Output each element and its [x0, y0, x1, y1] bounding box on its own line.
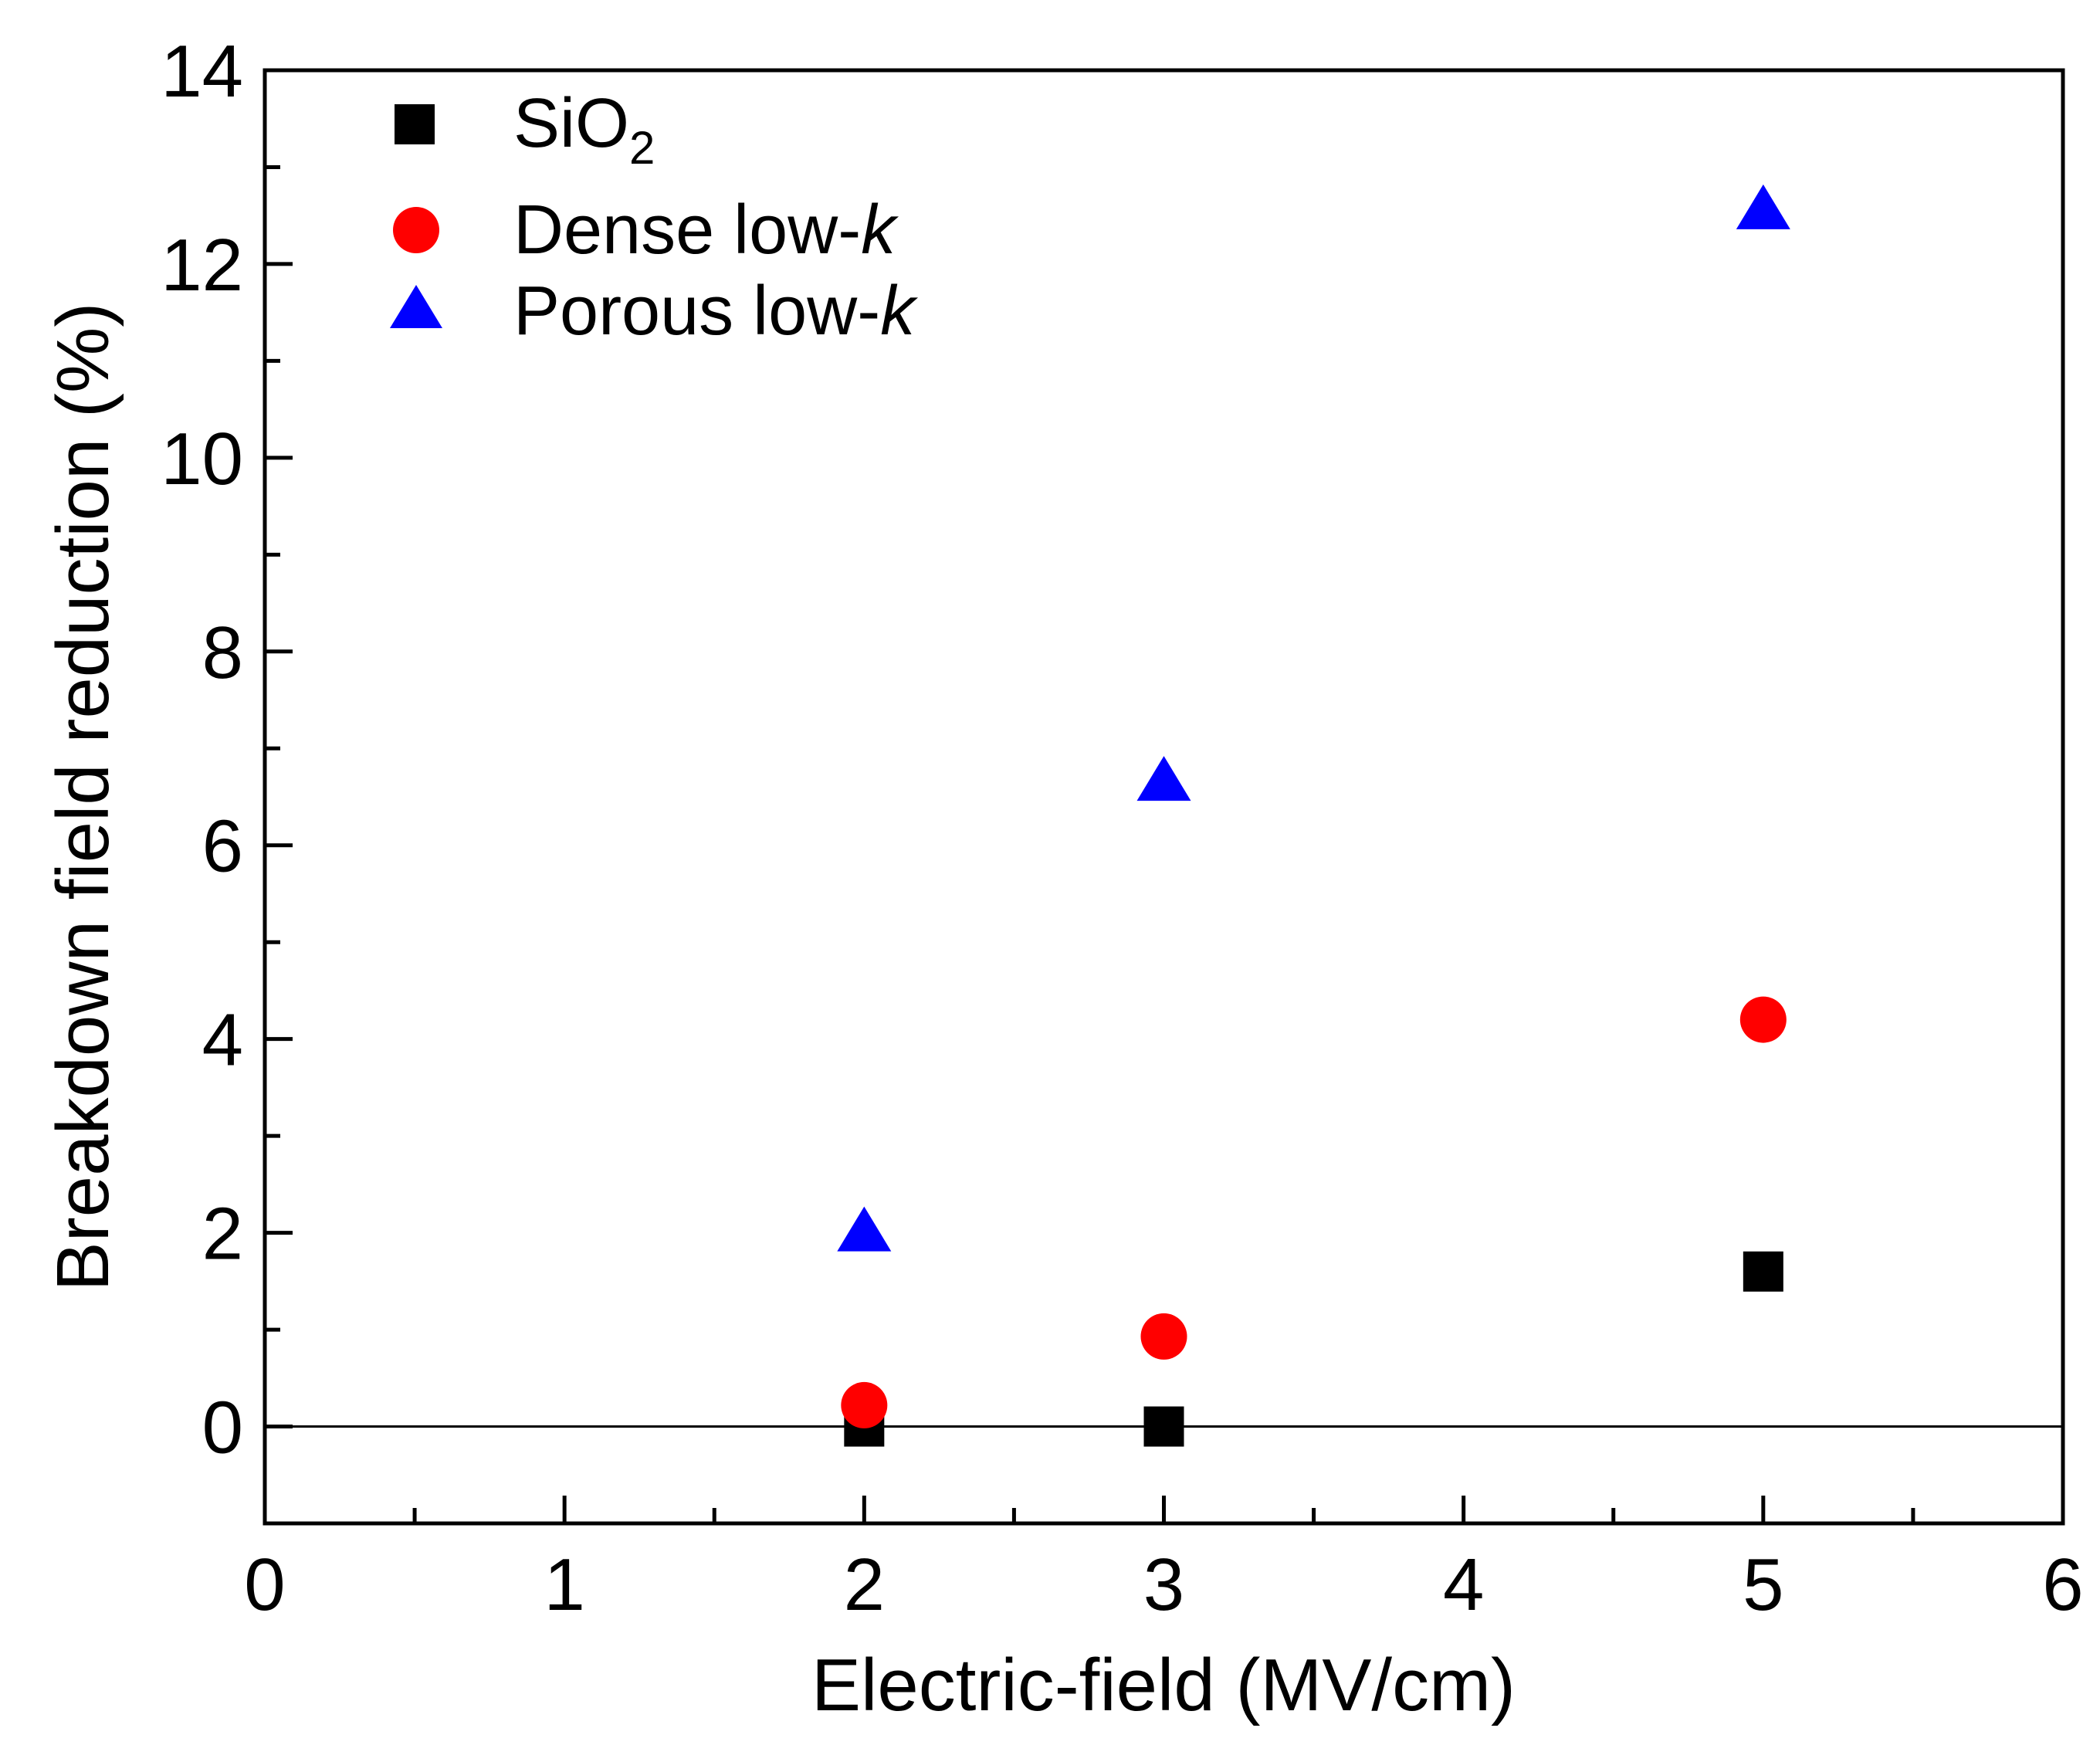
y-tick-label: 10 — [161, 418, 243, 500]
marker-dense-low-k — [1140, 1313, 1187, 1360]
x-tick-label: 3 — [1143, 1543, 1184, 1626]
x-tick-label: 6 — [2042, 1543, 2083, 1626]
y-tick-label: 4 — [202, 999, 243, 1082]
legend-marker-sio2 — [395, 104, 435, 144]
y-tick-label: 14 — [161, 30, 243, 113]
y-tick-label: 12 — [161, 224, 243, 307]
marker-porous-low-k — [1136, 756, 1191, 801]
legend-label-dense-low-k: Dense low-k — [513, 191, 899, 269]
x-tick-label: 0 — [244, 1543, 285, 1626]
y-tick-label: 6 — [202, 805, 243, 888]
x-tick-label: 4 — [1443, 1543, 1484, 1626]
marker-porous-low-k — [1736, 184, 1790, 229]
marker-porous-low-k — [837, 1206, 892, 1252]
legend: SiO2 Dense low-k Porous low-k — [390, 85, 918, 350]
marker-sio2 — [1143, 1406, 1184, 1447]
x-tick-label: 5 — [1743, 1543, 1783, 1626]
y-tick-label: 0 — [202, 1387, 243, 1469]
marker-sio2 — [1743, 1251, 1783, 1292]
y-axis-title: Breakdown field reduction (%) — [42, 303, 124, 1292]
legend-marker-dense-low-k — [393, 207, 439, 253]
legend-marker-porous-low-k — [390, 285, 442, 328]
axis-ticks — [262, 68, 2065, 1523]
y-tick-label: 2 — [202, 1193, 243, 1276]
legend-label-porous-low-k: Porous low-k — [513, 273, 918, 350]
marker-dense-low-k — [1739, 996, 1787, 1043]
y-tick-label: 8 — [202, 612, 243, 694]
data-markers — [837, 184, 1790, 1447]
x-tick-label: 1 — [544, 1543, 584, 1626]
x-tick-label: 2 — [844, 1543, 885, 1626]
marker-dense-low-k — [841, 1381, 888, 1428]
legend-label-sio2: SiO2 — [513, 85, 655, 174]
x-axis-title: Electric-field (MV/cm) — [811, 1644, 1516, 1726]
